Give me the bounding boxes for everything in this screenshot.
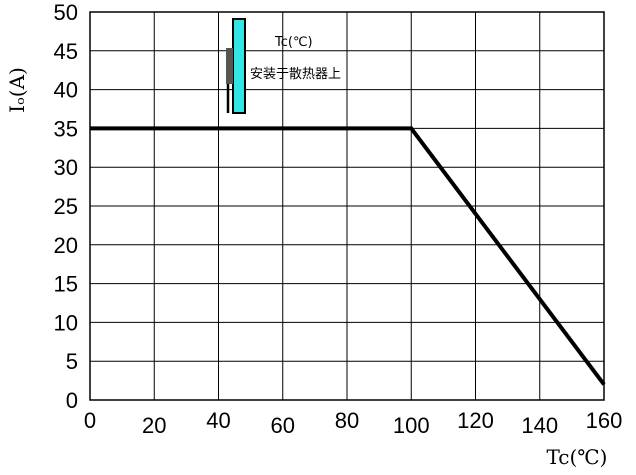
x-tick-label: 60 — [271, 413, 295, 438]
y-tick-label: 5 — [66, 349, 78, 374]
series-lines — [90, 126, 606, 386]
device-on-heatsink-icon — [226, 18, 246, 114]
y-tick-label: 30 — [54, 155, 78, 180]
y-tick-label: 15 — [54, 272, 78, 297]
series-line — [90, 126, 606, 386]
y-tick-labels: 0 5 10 15 20 25 30 35 40 45 50 — [54, 0, 78, 413]
grid-lines — [89, 11, 605, 401]
y-axis-label: Iₒ(A) — [5, 67, 29, 113]
y-tick-label: 20 — [54, 233, 78, 258]
y-tick-label: 40 — [54, 78, 78, 103]
x-tick-label: 40 — [206, 408, 230, 433]
x-tick-label: 100 — [393, 413, 430, 438]
x-tick-label: 120 — [457, 408, 494, 433]
y-tick-label: 25 — [54, 194, 78, 219]
x-tick-label: 160 — [586, 408, 623, 433]
y-tick-label: 10 — [54, 310, 78, 335]
x-tick-label: 80 — [335, 408, 359, 433]
annotation-heatsink-note: 安装于散热器上 — [250, 67, 341, 82]
x-tick-label: 0 — [84, 408, 96, 433]
x-tick-label: 20 — [142, 413, 166, 438]
y-tick-label: 0 — [66, 388, 78, 413]
x-tick-labels: 0 20 40 60 80 100 120 140 160 — [84, 408, 622, 438]
x-axis-label: Tc(℃) — [547, 445, 608, 469]
y-tick-label: 50 — [54, 0, 78, 25]
plot-frame — [89, 11, 605, 401]
annotation-tc-unit: Tc(℃) — [274, 35, 313, 50]
x-tick-label: 140 — [521, 413, 558, 438]
y-tick-label: 35 — [54, 116, 78, 141]
y-tick-label: 45 — [54, 39, 78, 64]
